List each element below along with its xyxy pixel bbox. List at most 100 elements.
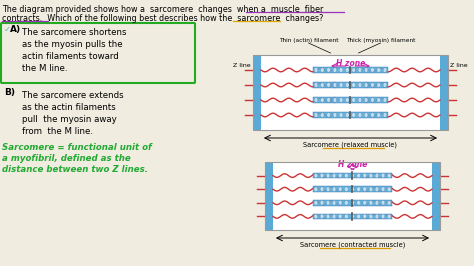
Text: Sarcomere (relaxed muscle): Sarcomere (relaxed muscle) — [303, 141, 398, 148]
Ellipse shape — [357, 173, 360, 178]
Ellipse shape — [369, 173, 373, 178]
Text: The sarcomere extends: The sarcomere extends — [22, 91, 124, 100]
Ellipse shape — [352, 68, 356, 72]
Ellipse shape — [363, 214, 366, 219]
Ellipse shape — [358, 68, 362, 72]
Ellipse shape — [333, 98, 337, 102]
Ellipse shape — [314, 83, 318, 87]
Ellipse shape — [365, 98, 368, 102]
Bar — [313, 186, 392, 192]
Ellipse shape — [327, 98, 330, 102]
Ellipse shape — [358, 83, 362, 87]
Ellipse shape — [371, 83, 374, 87]
Bar — [265, 162, 273, 230]
Ellipse shape — [320, 98, 324, 102]
Ellipse shape — [314, 68, 318, 72]
Ellipse shape — [371, 68, 374, 72]
Ellipse shape — [314, 187, 318, 192]
Ellipse shape — [381, 214, 385, 219]
Ellipse shape — [314, 113, 318, 117]
Bar — [440, 55, 448, 130]
Ellipse shape — [387, 201, 391, 205]
Bar — [432, 162, 440, 230]
Ellipse shape — [352, 83, 356, 87]
Ellipse shape — [332, 214, 336, 219]
Text: the M line.: the M line. — [22, 64, 67, 73]
Ellipse shape — [320, 173, 324, 178]
Text: as the actin filaments: as the actin filaments — [22, 103, 116, 112]
Ellipse shape — [351, 187, 354, 192]
Ellipse shape — [346, 113, 349, 117]
Ellipse shape — [314, 173, 318, 178]
Text: pull  the myosin away: pull the myosin away — [22, 115, 117, 124]
Ellipse shape — [387, 173, 391, 178]
Ellipse shape — [371, 98, 374, 102]
Bar — [253, 55, 448, 130]
Bar — [265, 162, 440, 230]
Ellipse shape — [383, 98, 387, 102]
Bar — [313, 82, 388, 88]
Text: as the myosin pulls the: as the myosin pulls the — [22, 40, 123, 49]
Text: ✓: ✓ — [4, 25, 11, 34]
Ellipse shape — [338, 214, 342, 219]
Ellipse shape — [333, 113, 337, 117]
Text: M line: M line — [353, 68, 369, 73]
Ellipse shape — [339, 83, 343, 87]
Ellipse shape — [377, 113, 381, 117]
Ellipse shape — [320, 187, 324, 192]
Text: B): B) — [4, 88, 15, 97]
Bar — [313, 97, 388, 103]
Ellipse shape — [352, 113, 356, 117]
Ellipse shape — [339, 98, 343, 102]
Text: A): A) — [10, 25, 21, 34]
Ellipse shape — [332, 201, 336, 205]
Text: The diagram provided shows how a  sarcomere  changes  when a  muscle  fiber: The diagram provided shows how a sarcome… — [2, 5, 323, 14]
Ellipse shape — [338, 173, 342, 178]
Ellipse shape — [339, 68, 343, 72]
Ellipse shape — [375, 173, 379, 178]
Ellipse shape — [387, 214, 391, 219]
Ellipse shape — [346, 68, 349, 72]
Ellipse shape — [381, 201, 385, 205]
Ellipse shape — [345, 173, 348, 178]
Ellipse shape — [357, 187, 360, 192]
Ellipse shape — [352, 98, 356, 102]
Bar — [253, 55, 448, 130]
Ellipse shape — [357, 201, 360, 205]
Text: distance between two Z lines.: distance between two Z lines. — [2, 165, 148, 174]
Ellipse shape — [320, 83, 324, 87]
Ellipse shape — [351, 201, 354, 205]
Ellipse shape — [338, 187, 342, 192]
Ellipse shape — [333, 68, 337, 72]
Ellipse shape — [333, 83, 337, 87]
Text: Thick (myosin) filament: Thick (myosin) filament — [346, 38, 415, 43]
Bar — [313, 200, 392, 206]
Ellipse shape — [326, 173, 330, 178]
Ellipse shape — [363, 187, 366, 192]
Ellipse shape — [369, 214, 373, 219]
Ellipse shape — [339, 113, 343, 117]
Text: contracts.  Which of the following best describes how the  sarcomere  changes?: contracts. Which of the following best d… — [2, 14, 323, 23]
Ellipse shape — [363, 173, 366, 178]
Text: The sarcomere shortens: The sarcomere shortens — [22, 28, 127, 37]
Ellipse shape — [383, 68, 387, 72]
Ellipse shape — [332, 173, 336, 178]
Ellipse shape — [371, 113, 374, 117]
Ellipse shape — [375, 201, 379, 205]
Text: H zone: H zone — [336, 59, 365, 68]
Bar — [253, 55, 261, 130]
Ellipse shape — [365, 68, 368, 72]
Text: Z line: Z line — [450, 63, 468, 68]
Ellipse shape — [327, 83, 330, 87]
Ellipse shape — [381, 173, 385, 178]
Bar — [313, 112, 388, 118]
Ellipse shape — [326, 187, 330, 192]
FancyBboxPatch shape — [1, 23, 195, 83]
Ellipse shape — [383, 83, 387, 87]
Ellipse shape — [365, 83, 368, 87]
Ellipse shape — [363, 201, 366, 205]
Text: from  the M line.: from the M line. — [22, 127, 93, 136]
Ellipse shape — [314, 214, 318, 219]
Ellipse shape — [320, 113, 324, 117]
Ellipse shape — [320, 201, 324, 205]
